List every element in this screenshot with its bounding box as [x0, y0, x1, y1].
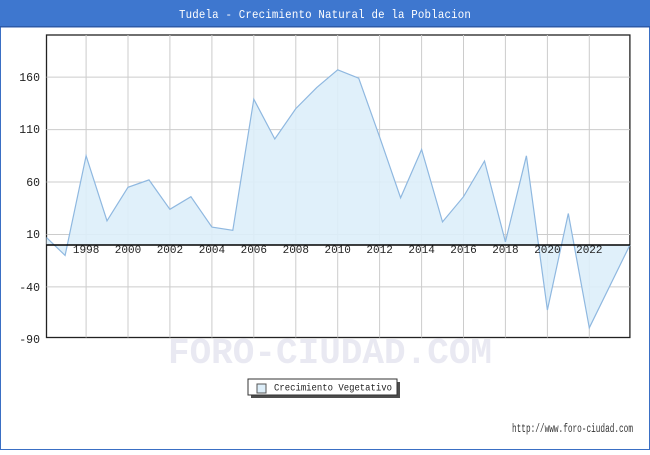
svg-text:2008: 2008 [283, 245, 309, 257]
svg-text:2004: 2004 [199, 245, 226, 257]
svg-text:FORO-CIUDAD.COM: FORO-CIUDAD.COM [168, 333, 492, 374]
svg-text:2002: 2002 [157, 245, 183, 257]
svg-text:-40: -40 [19, 282, 40, 295]
svg-text:110: 110 [19, 124, 40, 137]
svg-text:Crecimiento Vegetativo: Crecimiento Vegetativo [274, 383, 392, 395]
svg-text:2018: 2018 [492, 245, 518, 257]
svg-text:2014: 2014 [408, 245, 435, 257]
svg-text:2012: 2012 [366, 245, 392, 257]
svg-text:2010: 2010 [324, 245, 350, 257]
svg-text:http://www.foro-ciudad.com: http://www.foro-ciudad.com [512, 423, 633, 436]
svg-text:Tudela - Crecimiento Natural d: Tudela - Crecimiento Natural de la Pobla… [179, 8, 471, 22]
svg-text:60: 60 [26, 177, 40, 190]
svg-text:10: 10 [26, 229, 40, 242]
svg-text:160: 160 [19, 72, 40, 85]
svg-text:2020: 2020 [534, 245, 560, 257]
svg-text:2000: 2000 [115, 245, 141, 257]
svg-text:2016: 2016 [450, 245, 476, 257]
svg-text:2022: 2022 [576, 245, 602, 257]
svg-text:1998: 1998 [73, 245, 99, 257]
svg-text:-90: -90 [19, 334, 40, 347]
svg-text:2006: 2006 [241, 245, 267, 257]
